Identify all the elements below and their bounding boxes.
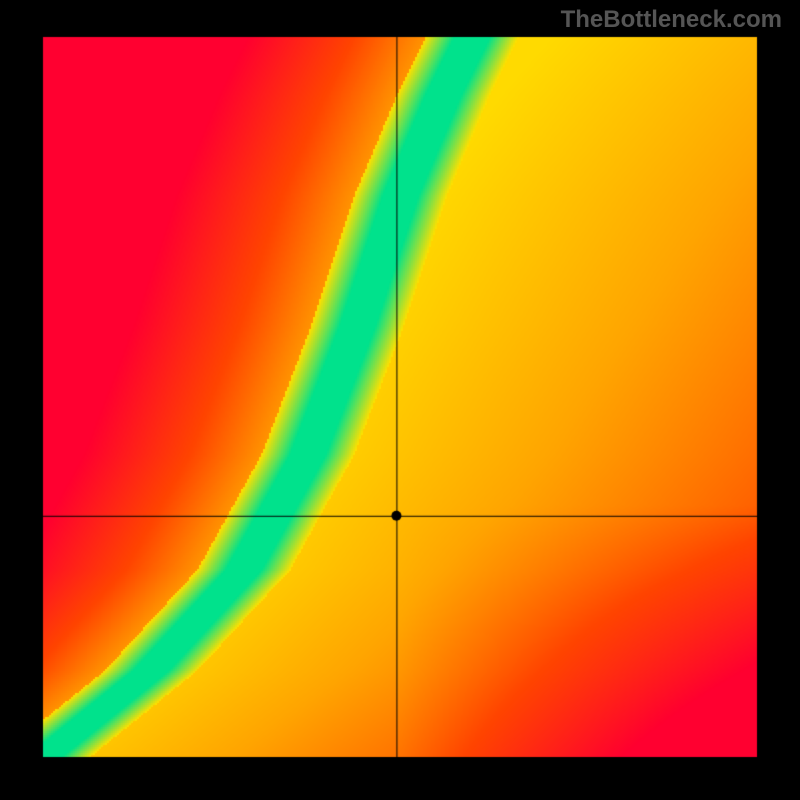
watermark-text: TheBottleneck.com: [561, 6, 782, 34]
chart-container: TheBottleneck.com: [0, 0, 800, 800]
heatmap-canvas: [0, 0, 800, 800]
